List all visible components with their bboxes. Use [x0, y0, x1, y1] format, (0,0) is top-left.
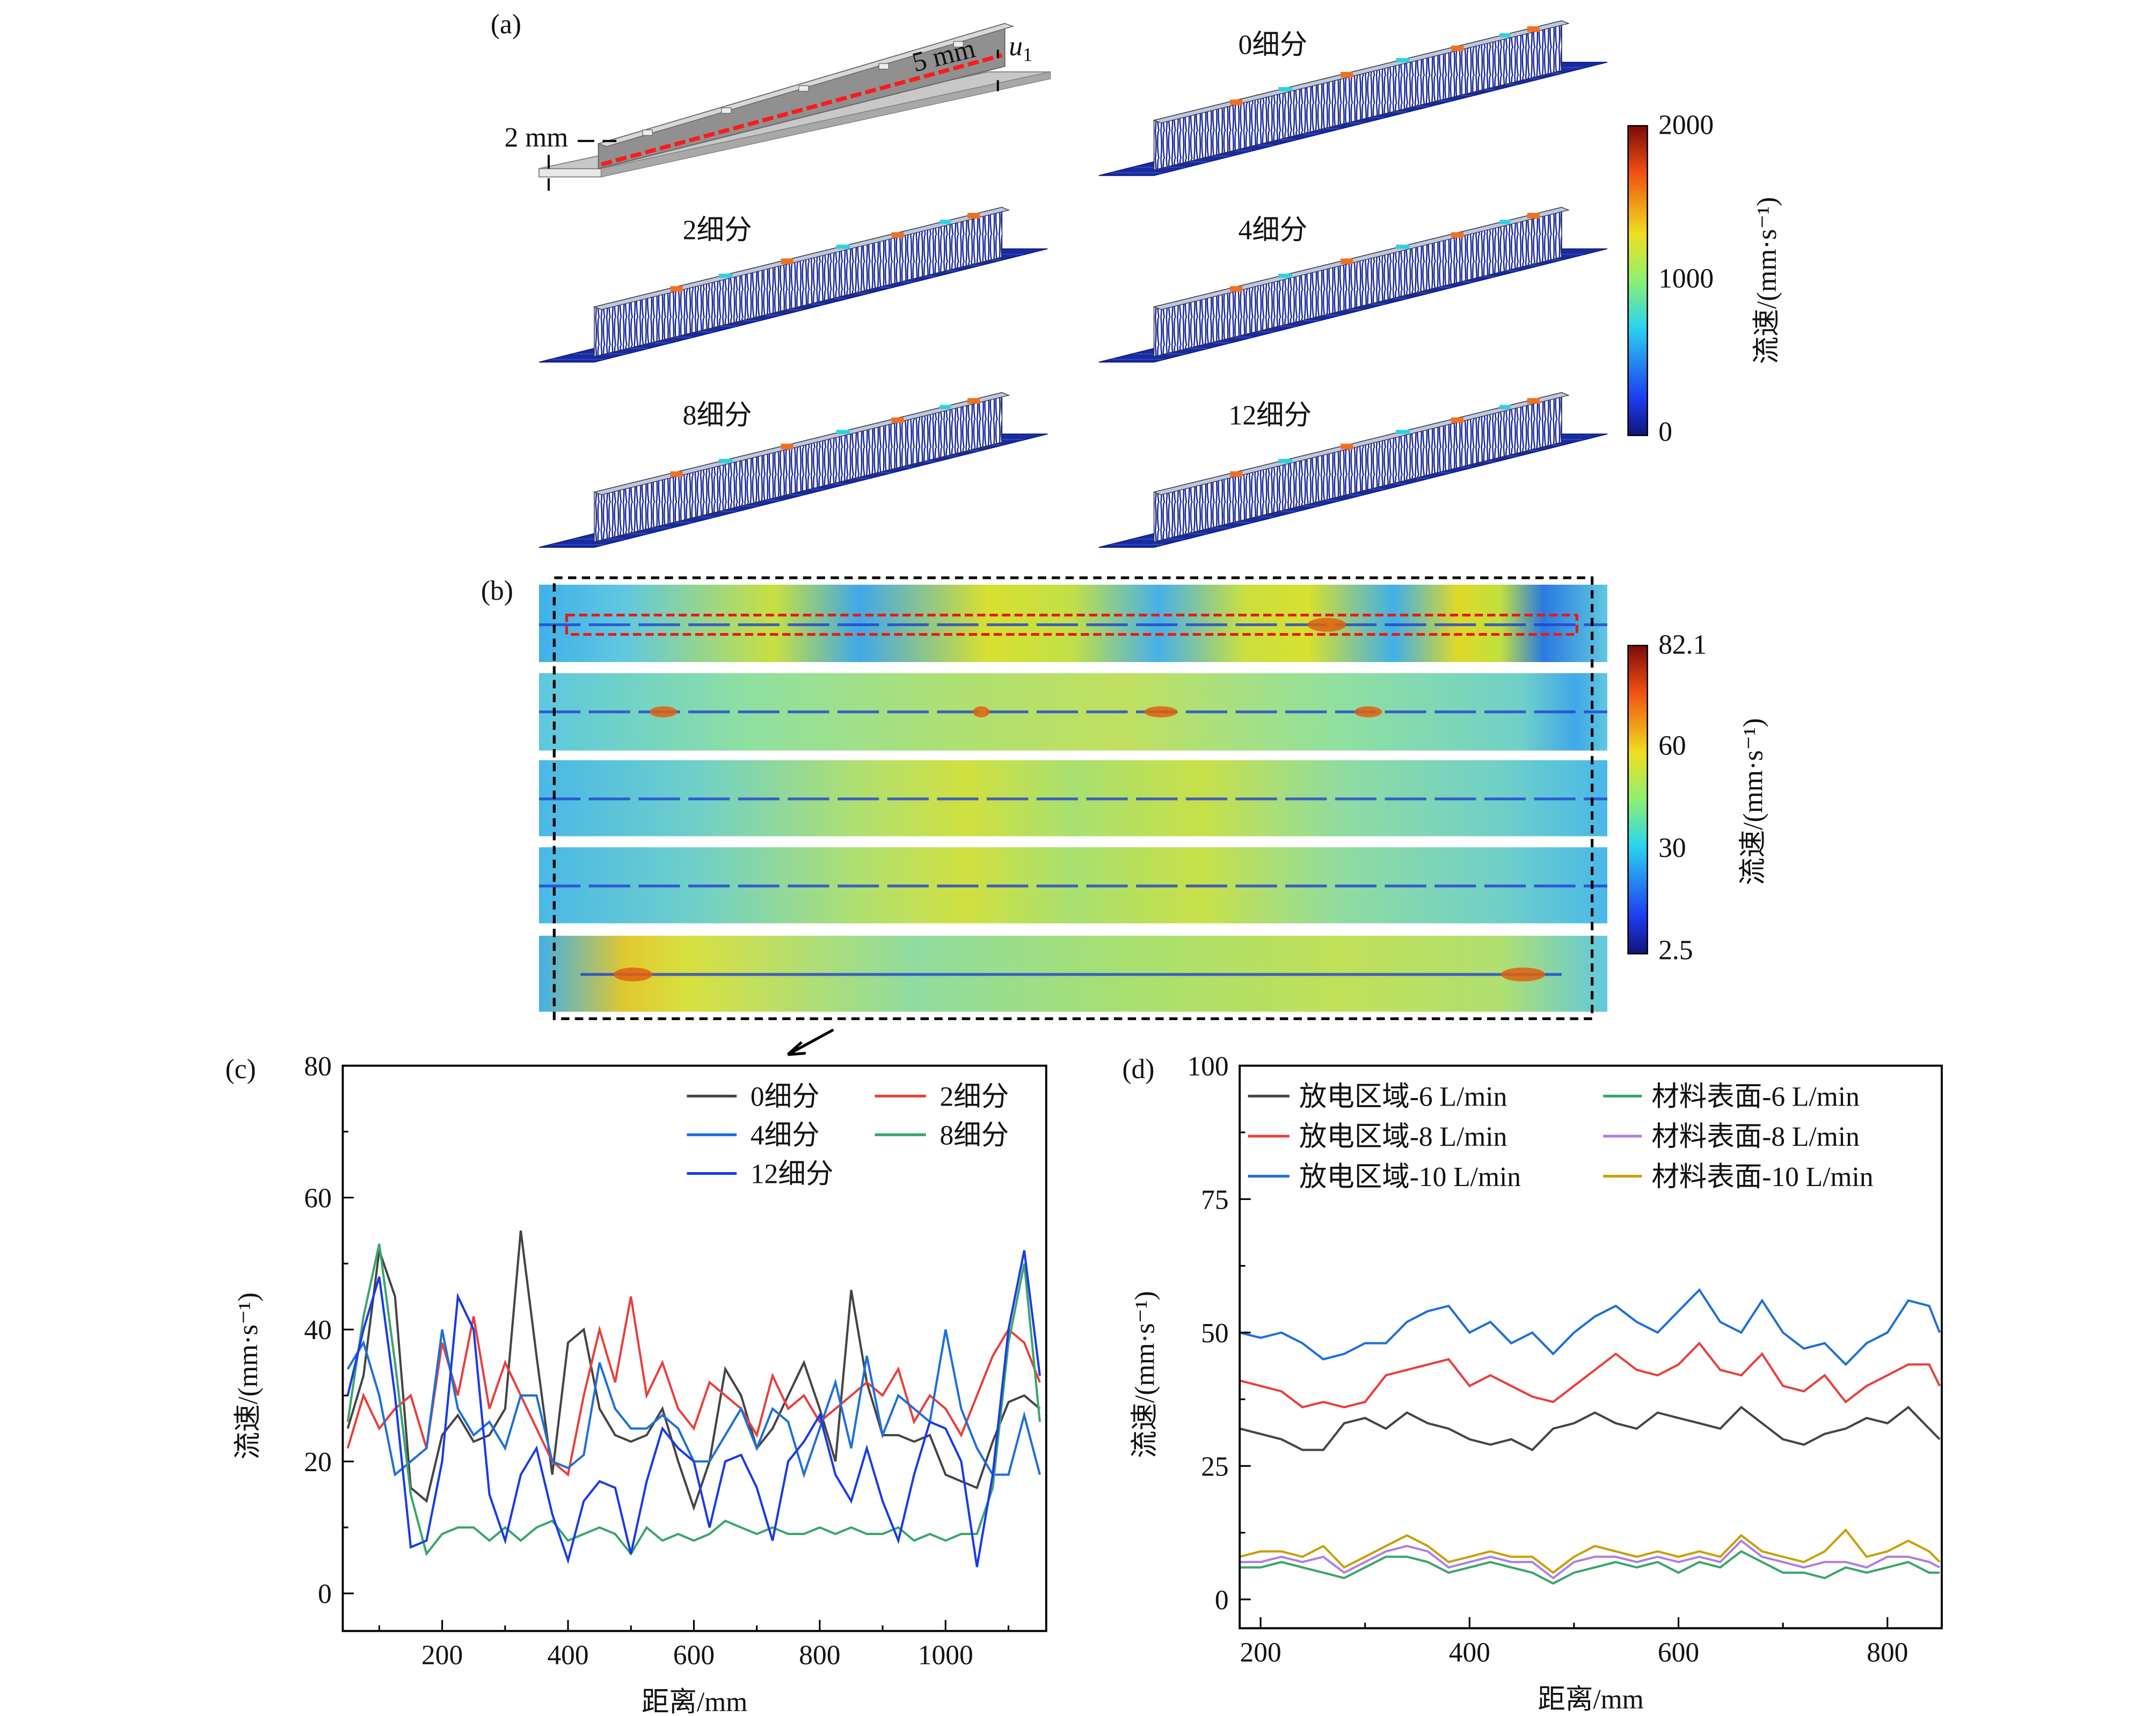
u-label: u1	[1009, 31, 1032, 65]
chart-c: (c) 200 400 600 800 1000 0 20 40 60 80 距离/mm 流速/(mm…	[225, 1051, 1047, 1716]
series-line-4	[346, 1250, 1041, 1567]
y-axis-label: 流速/(mm·s⁻¹)	[1130, 1291, 1161, 1458]
panel-d-label: (d)	[1122, 1054, 1154, 1085]
red-dashed-line	[600, 53, 1003, 167]
chart-d: (d) 200 400 600 800 0 25 50 75 100 距离/mm 流速/(mm·s⁻…	[1122, 1051, 1943, 1715]
legend-label: 放电区域-8 L/min	[1299, 1122, 1507, 1152]
x-tick-label: 1000	[918, 1640, 973, 1670]
series-line-5	[1240, 1528, 1941, 1574]
colorbar-tick: 60	[1658, 731, 1686, 761]
beam-geometry-model: 2 mm 5 mm u1	[505, 23, 1051, 191]
legend-label: 材料表面-8 L/min	[1651, 1122, 1859, 1152]
x-tick-label: 200	[421, 1640, 463, 1670]
y-tick-label: 25	[1201, 1451, 1228, 1482]
colorbar-tick: 1000	[1658, 263, 1714, 294]
colorbar-a: 2000 1000 0 流速/(mm·s⁻¹)	[1627, 110, 1782, 447]
panel-c-label: (c)	[225, 1054, 256, 1085]
x-tick-label: 200	[1240, 1637, 1281, 1668]
subfigure-label: 0细分	[1239, 30, 1308, 60]
dimension-2mm: 2 mm	[505, 122, 569, 153]
colorbar-tick: 82.1	[1658, 630, 1707, 660]
streamline-2	[538, 206, 1048, 363]
subfigure-label: 2细分	[683, 215, 752, 245]
legend-label: 2细分	[940, 1081, 1009, 1112]
colorbar-label: 流速/(mm·s⁻¹)	[1738, 718, 1768, 885]
y-tick-label: 100	[1187, 1051, 1228, 1082]
colorbar-tick: 30	[1658, 833, 1686, 863]
y-tick-label: 50	[1201, 1318, 1228, 1349]
x-tick-label: 400	[1449, 1637, 1490, 1668]
colorbar-tick: 0	[1658, 417, 1672, 447]
streamline-4	[1098, 206, 1608, 363]
arrow-icon	[786, 1028, 834, 1056]
black-dashed-region	[552, 576, 1594, 1020]
x-tick-label: 800	[1867, 1637, 1908, 1668]
y-tick-label: 40	[304, 1315, 331, 1346]
x-tick-label: 800	[799, 1640, 840, 1670]
legend-label: 放电区域-10 L/min	[1299, 1162, 1521, 1193]
legend-label: 4细分	[751, 1121, 820, 1151]
legend-label: 放电区域-6 L/min	[1299, 1081, 1507, 1112]
y-tick-label: 0	[318, 1579, 332, 1610]
legend-label: 8细分	[940, 1121, 1009, 1151]
legend-label: 0细分	[751, 1081, 820, 1112]
series-line-4	[1240, 1539, 1941, 1580]
y-tick-label: 60	[304, 1183, 331, 1214]
colorbar-b: 82.1 60 30 2.5 流速/(mm·s⁻¹)	[1627, 630, 1768, 966]
y-tick-label: 0	[1215, 1585, 1229, 1616]
series-line-0	[1240, 1406, 1941, 1451]
subfigure-label: 12细分	[1229, 400, 1312, 431]
subfigure-label: 8细分	[683, 400, 752, 431]
x-axis-label: 距离/mm	[1538, 1684, 1643, 1715]
y-tick-label: 80	[304, 1051, 331, 1082]
plot-frame	[1239, 1064, 1943, 1630]
streamline-8	[538, 391, 1048, 548]
series-line-3	[346, 1244, 1041, 1557]
colorbar-tick: 2000	[1658, 110, 1714, 141]
series-line-2	[1240, 1288, 1941, 1366]
series-line-1	[346, 1296, 1041, 1477]
legend-label: 材料表面-6 L/min	[1651, 1081, 1859, 1112]
series-line-1	[1240, 1341, 1941, 1409]
x-tick-label: 600	[673, 1640, 715, 1670]
panel-a-label: (a)	[491, 9, 521, 40]
x-tick-label: 400	[547, 1640, 588, 1670]
colorbar-label: 流速/(mm·s⁻¹)	[1752, 197, 1782, 364]
legend-label: 12细分	[751, 1159, 833, 1190]
x-axis-label: 距离/mm	[642, 1687, 747, 1716]
legend-label: 材料表面-10 L/min	[1651, 1162, 1873, 1193]
panel-b: (b) 82.1 60 30 2.5 流速/(mm·s⁻¹)	[481, 576, 1768, 1056]
streamline-12	[1098, 391, 1608, 548]
subfigure-label: 4细分	[1239, 215, 1308, 245]
y-tick-label: 20	[304, 1447, 331, 1478]
colorbar-tick: 2.5	[1658, 935, 1693, 966]
streamline-0	[1098, 20, 1608, 177]
y-axis-label: 流速/(mm·s⁻¹)	[233, 1292, 264, 1459]
y-tick-label: 75	[1201, 1184, 1228, 1215]
x-tick-label: 600	[1658, 1637, 1699, 1668]
panel-a: (a) 2 mm 5 mm u1 0细分 2细分 4细分 8细分 12细分 2	[491, 9, 1782, 548]
panel-b-label: (b)	[481, 576, 513, 606]
series-line-3	[1240, 1550, 1940, 1585]
